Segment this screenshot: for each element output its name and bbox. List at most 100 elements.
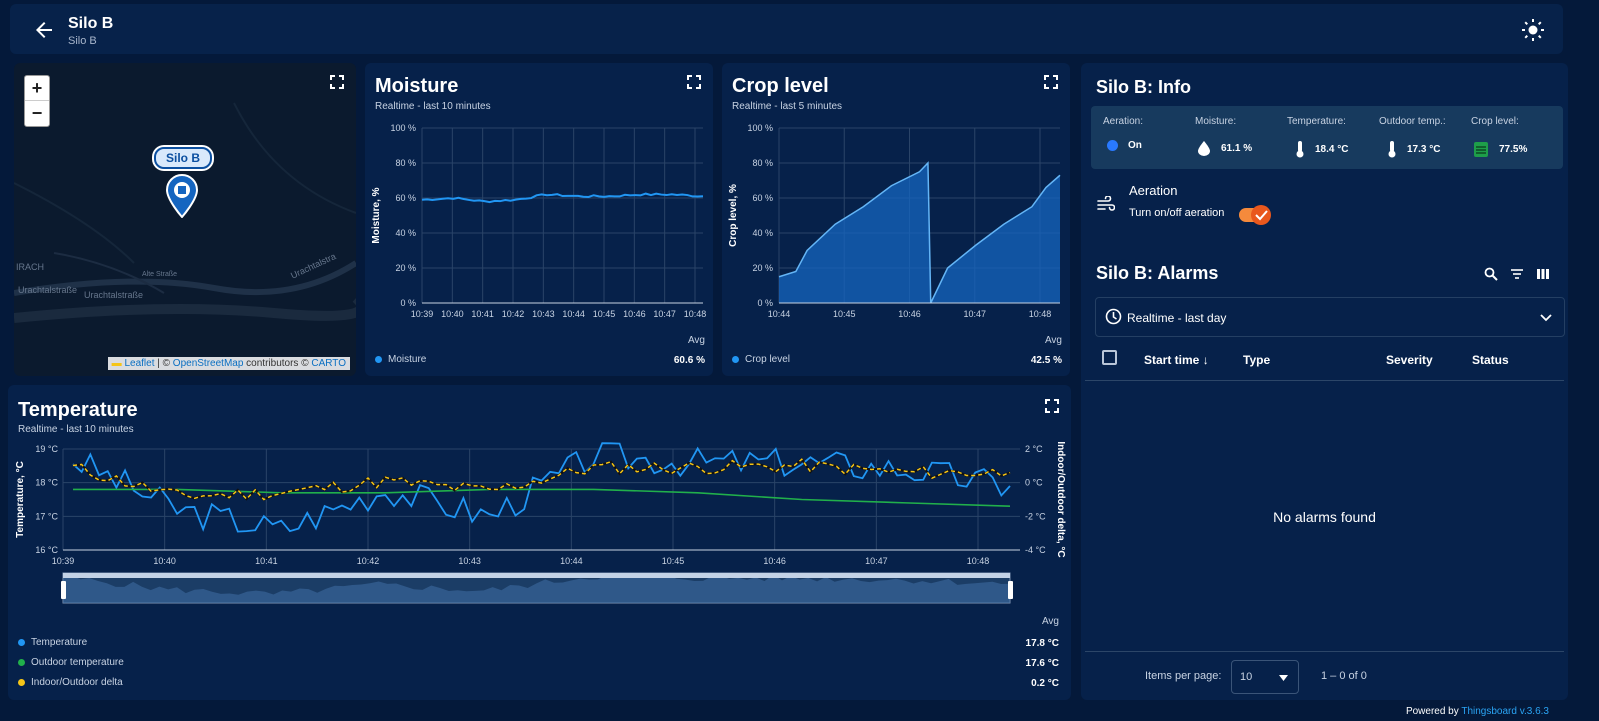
y2-tick-label: 0 °C [1025, 478, 1043, 488]
moisture-card: Moisture Realtime - last 10 minutes Mois… [365, 63, 713, 376]
attr-sep: | © [154, 358, 173, 369]
y2-tick-label: -2 °C [1025, 511, 1046, 521]
zoom-handle-right [1008, 581, 1013, 599]
legend-moisture[interactable]: Moisture [375, 354, 426, 365]
col-severity[interactable]: Severity [1386, 353, 1433, 367]
thingsboard-link[interactable]: Thingsboard v.3.6.3 [1461, 706, 1549, 717]
x-tick-label: 10:45 [833, 309, 856, 319]
temperature-subtitle: Realtime - last 10 minutes [18, 424, 134, 435]
col-start-time[interactable]: Start time ↓ [1144, 353, 1209, 367]
temperature-value: 18.4 °C [1295, 140, 1348, 158]
avg-header: Avg [1044, 335, 1062, 346]
zoom-out-button[interactable]: − [31, 103, 43, 123]
y-tick-label: 40 % [752, 228, 773, 238]
carto-link[interactable]: CARTO [311, 358, 346, 369]
crop-subtitle: Realtime - last 5 minutes [732, 101, 843, 112]
select-all-checkbox[interactable] [1102, 350, 1117, 365]
silo-marker-icon[interactable] [165, 174, 199, 218]
y2-tick-label: 2 °C [1025, 444, 1043, 454]
legend-label: Outdoor temperature [31, 657, 124, 668]
legend-outdoor-temperature[interactable]: Outdoor temperature [18, 657, 124, 668]
legend-dot [18, 659, 25, 666]
y-tick-label: 16 °C [35, 545, 58, 555]
leaflet-link[interactable]: Leaflet [124, 358, 155, 369]
divider [1085, 380, 1564, 381]
crop-avg: 42.5 % [1030, 355, 1062, 366]
avg-header: Avg [687, 335, 705, 346]
y-tick-label: 80 % [395, 158, 416, 168]
timewindow-selector[interactable]: Realtime - last day [1095, 297, 1565, 337]
status-dot-icon [1107, 140, 1118, 151]
moisture-avg: 60.6 % [673, 355, 705, 366]
search-icon[interactable] [1484, 267, 1498, 281]
crop-level-label: Crop level: [1471, 116, 1519, 127]
fullscreen-icon[interactable] [687, 75, 701, 89]
info-summary: Aeration: On Moisture: 61.1 % Temperatur… [1091, 106, 1563, 169]
crop-level-value-text: 77.5% [1499, 143, 1528, 155]
legend-label: Crop level [745, 354, 791, 365]
air-wind-icon [1097, 196, 1115, 211]
legend-label: Indoor/Outdoor delta [31, 677, 123, 688]
col-type[interactable]: Type [1243, 353, 1271, 367]
x-tick-label: 10:47 [865, 556, 888, 566]
aeration-label: Aeration: [1103, 116, 1144, 127]
crop-line [778, 161, 1061, 304]
y-tick-label: 60 % [752, 193, 773, 203]
moisture-value: 61.1 % [1197, 140, 1252, 156]
columns-icon[interactable] [1537, 268, 1549, 280]
col-label: Start time [1144, 353, 1200, 367]
col-status[interactable]: Status [1472, 353, 1509, 367]
crop-level-card: Crop level Realtime - last 5 minutes Cro… [722, 63, 1070, 376]
legend-crop-level[interactable]: Crop level [732, 354, 790, 365]
theme-toggle-sun-icon[interactable] [1521, 18, 1545, 42]
legend-delta[interactable]: Indoor/Outdoor delta [18, 677, 123, 688]
x-tick-label: 10:46 [763, 556, 786, 566]
x-tick-label: 10:46 [898, 309, 921, 319]
y-tick-label: 19 °C [35, 444, 58, 454]
y-tick-label: 0 % [757, 298, 773, 308]
x-tick-label: 10:48 [1029, 309, 1052, 319]
filter-icon[interactable] [1510, 268, 1524, 280]
attr-contrib: contributors © [243, 358, 312, 369]
osm-link[interactable]: OpenStreetMap [172, 358, 244, 369]
map-marker-label[interactable]: Silo B [154, 147, 213, 169]
legend-dot [18, 639, 25, 646]
street-label: IRACH [16, 262, 44, 272]
temperature-chart: Temperature, °C Indoor/Outdoor delta, °C 1… [15, 441, 1066, 604]
aeration-toggle[interactable] [1239, 205, 1271, 225]
x-tick-label: 10:47 [653, 309, 676, 319]
delta-line [72, 458, 1011, 501]
legend-dot [18, 679, 25, 686]
temperature-card: Temperature Realtime - last 10 minutes T… [8, 385, 1071, 700]
back-arrow-icon[interactable] [32, 18, 56, 42]
map-tiles[interactable]: IRACH Urachtalstraße Urachtalstraße Alte… [14, 63, 356, 376]
fullscreen-icon[interactable] [1045, 399, 1059, 413]
items-per-page-select[interactable]: 10 [1231, 660, 1299, 694]
page-subtitle: Silo B [68, 35, 97, 47]
fullscreen-icon[interactable] [330, 75, 344, 89]
alarms-title: Silo B: Alarms [1096, 263, 1219, 283]
x-tick-label: 10:45 [662, 556, 685, 566]
info-title: Silo B: Info [1096, 77, 1191, 97]
legend-temperature[interactable]: Temperature [18, 637, 87, 648]
temperature-label: Temperature: [1287, 116, 1346, 127]
temperature-line [72, 442, 1011, 533]
map-attribution: ▬ Leaflet | © OpenStreetMap contributors… [107, 357, 350, 370]
y-axis-label-left: Temperature, °C [15, 461, 26, 538]
avg-header: Avg [1041, 616, 1059, 627]
fullscreen-icon[interactable] [1044, 75, 1058, 89]
y-tick-label: 0 % [400, 298, 416, 308]
outdoor-temp-value: 17.3 °C [1387, 140, 1440, 158]
zoom-in-button[interactable]: + [25, 76, 49, 101]
x-tick-label: 10:46 [623, 309, 646, 319]
x-tick-label: 10:44 [560, 556, 583, 566]
y-axis-label: Moisture, % [371, 187, 382, 243]
page-title: Silo B [68, 15, 114, 32]
moisture-title: Moisture [375, 75, 459, 97]
x-tick-label: 10:48 [684, 309, 707, 319]
y-tick-label: 60 % [395, 193, 416, 203]
x-tick-label: 10:42 [357, 556, 380, 566]
x-tick-label: 10:41 [471, 309, 494, 319]
outdoor-avg: 17.6 °C [1025, 658, 1059, 669]
y-tick-label: 20 % [752, 263, 773, 273]
